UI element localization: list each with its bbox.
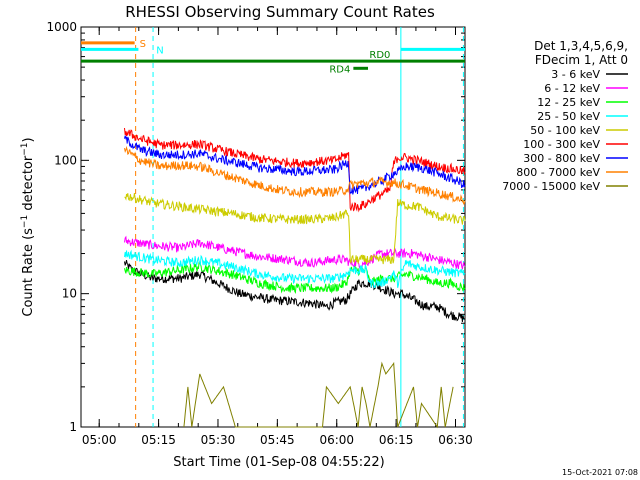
y-axis-label-close: ) bbox=[21, 137, 36, 142]
legend-item-label: 800 - 7000 keV bbox=[516, 166, 600, 179]
legend-item-label: 50 - 100 keV bbox=[530, 124, 600, 137]
series-line-1 bbox=[124, 259, 466, 322]
x-axis-label: Start Time (01-Sep-08 04:55:22) bbox=[173, 455, 384, 470]
x-axis-ticks: 05:00 05:15 05:30 05:45 06:00 06:15 06:30 bbox=[82, 27, 473, 447]
legend: Det 1,3,4,5,6,9, FDecim 1, Att 0 3 - 6 k… bbox=[502, 39, 628, 193]
y-tick-label: 1000 bbox=[46, 20, 77, 34]
x-tick-label: 05:15 bbox=[141, 433, 176, 447]
series-line-9 bbox=[183, 361, 454, 429]
x-tick-label: 05:45 bbox=[260, 433, 295, 447]
plot-area bbox=[80, 26, 466, 428]
legend-item-label: 3 - 6 keV bbox=[551, 68, 600, 81]
footer-timestamp: 15-Oct-2021 07:08 bbox=[562, 468, 638, 477]
y-tick-label: 100 bbox=[54, 153, 77, 167]
x-tick-label: 06:15 bbox=[379, 433, 414, 447]
series-line-4 bbox=[124, 249, 466, 290]
series-lines bbox=[124, 127, 466, 429]
legend-item-label: 12 - 25 keV bbox=[537, 96, 600, 109]
series-line-8 bbox=[124, 145, 466, 205]
att-state-n-label: N bbox=[156, 45, 163, 56]
y-axis-label: Count Rate (s−1 detector−1) bbox=[20, 137, 36, 316]
legend-header-line-2: FDecim 1, Att 0 bbox=[535, 53, 628, 67]
chart-title: RHESSI Observing Summary Count Rates bbox=[125, 3, 435, 21]
legend-item-label: 25 - 50 keV bbox=[537, 110, 600, 123]
rd4-label: RD4 bbox=[329, 64, 350, 75]
y-axis-label-sup: −1 bbox=[20, 215, 30, 228]
x-tick-label: 05:30 bbox=[201, 433, 236, 447]
series-line-3 bbox=[124, 261, 466, 295]
legend-item-label: 300 - 800 keV bbox=[523, 152, 600, 165]
plot-frame bbox=[80, 26, 466, 428]
att-state-s-label: S bbox=[140, 39, 146, 50]
x-tick-label: 05:00 bbox=[82, 433, 117, 447]
legend-item-label: 6 - 12 keV bbox=[544, 82, 600, 95]
legend-item-label: 100 - 300 keV bbox=[523, 138, 600, 151]
series-line-7 bbox=[124, 135, 466, 195]
series-line-2 bbox=[124, 235, 466, 270]
x-tick-label: 06:30 bbox=[438, 433, 473, 447]
x-tick-label: 06:00 bbox=[319, 433, 354, 447]
y-axis-ticks: 1 10 100 1000 bbox=[46, 20, 465, 434]
y-tick-label: 1 bbox=[69, 420, 77, 434]
vertical-markers bbox=[135, 27, 464, 427]
rd0-label: RD0 bbox=[369, 50, 390, 61]
series-line-6 bbox=[124, 127, 466, 213]
y-axis-label-sup-2: −1 bbox=[20, 142, 30, 155]
y-axis-label-main: Count Rate (s bbox=[21, 228, 36, 317]
legend-header-line-1: Det 1,3,4,5,6,9, bbox=[534, 39, 628, 53]
legend-item-label: 7000 - 15000 keV bbox=[502, 180, 600, 193]
y-tick-label: 10 bbox=[62, 287, 77, 301]
series-line-5 bbox=[124, 193, 466, 265]
y-axis-label-end: detector bbox=[21, 155, 36, 215]
state-bars: SN RD0 RD4 bbox=[81, 39, 465, 75]
